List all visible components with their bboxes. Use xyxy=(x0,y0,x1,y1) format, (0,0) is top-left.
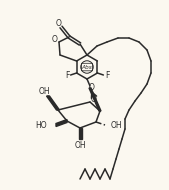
Polygon shape xyxy=(89,88,101,111)
Text: O: O xyxy=(89,82,95,92)
Text: F: F xyxy=(105,71,110,81)
Text: HO: HO xyxy=(35,120,47,130)
Text: Abs: Abs xyxy=(82,65,92,70)
Text: O: O xyxy=(52,36,58,44)
Text: O: O xyxy=(91,94,97,104)
Text: O: O xyxy=(56,20,62,28)
Polygon shape xyxy=(46,96,59,110)
Text: OH: OH xyxy=(74,140,86,150)
Text: OH: OH xyxy=(111,121,123,131)
Polygon shape xyxy=(78,128,81,139)
Text: OH: OH xyxy=(38,86,50,96)
Polygon shape xyxy=(56,120,67,127)
Text: F: F xyxy=(65,71,70,81)
